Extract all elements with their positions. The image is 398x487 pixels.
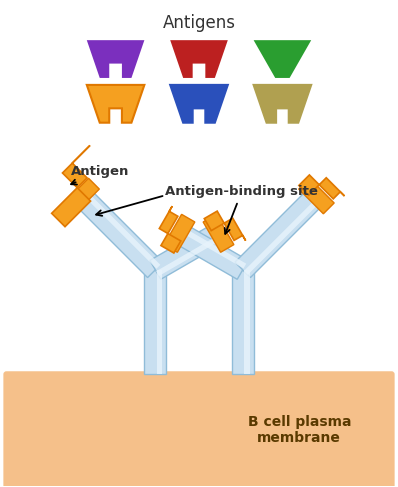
Text: B cell plasma
membrane: B cell plasma membrane	[248, 415, 351, 445]
Polygon shape	[254, 40, 311, 78]
Polygon shape	[170, 85, 228, 123]
Polygon shape	[244, 270, 250, 374]
Polygon shape	[157, 270, 162, 374]
Polygon shape	[74, 188, 163, 278]
Polygon shape	[87, 40, 144, 78]
Text: Antigens: Antigens	[162, 14, 236, 32]
Polygon shape	[159, 206, 181, 253]
Polygon shape	[156, 235, 222, 276]
Polygon shape	[298, 178, 334, 214]
Polygon shape	[150, 224, 224, 280]
Polygon shape	[204, 211, 246, 241]
Polygon shape	[144, 270, 166, 374]
Polygon shape	[52, 146, 91, 226]
Polygon shape	[299, 175, 345, 199]
Polygon shape	[235, 188, 324, 278]
FancyBboxPatch shape	[3, 371, 395, 487]
Polygon shape	[83, 191, 160, 269]
Polygon shape	[254, 85, 311, 123]
Polygon shape	[174, 224, 248, 280]
Polygon shape	[232, 270, 254, 374]
Polygon shape	[203, 214, 234, 252]
Text: Antigen: Antigen	[71, 166, 129, 185]
Polygon shape	[87, 85, 144, 123]
Polygon shape	[64, 178, 100, 214]
Text: Antigen-binding site: Antigen-binding site	[165, 185, 318, 234]
Polygon shape	[164, 214, 195, 252]
Polygon shape	[170, 40, 228, 78]
Polygon shape	[180, 227, 246, 268]
Polygon shape	[244, 197, 322, 275]
